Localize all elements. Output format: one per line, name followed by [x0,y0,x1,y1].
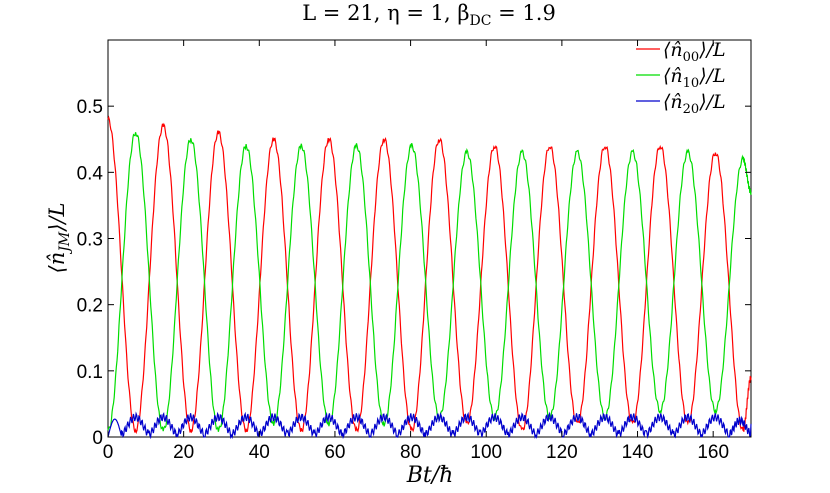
y-tick-label-4: 0.4 [77,163,104,184]
y-axis-title-main: ⟨n̂ [45,252,69,274]
legend-label-20: ⟨n̂20⟩/L [663,91,726,117]
chart-title-tail: = 1.9 [491,1,555,25]
legend-label-10: ⟨n̂10⟩/L [663,65,726,91]
x-tick-label-1: 20 [173,442,194,463]
x-axis-title-text: Bt/ħ [406,463,454,488]
x-tick-label-4: 80 [400,442,421,463]
x-tick-label-3: 60 [324,442,345,463]
legend-label-00: ⟨n̂00⟩/L [663,39,726,65]
chart-title: L = 21, η = 1, βDC = 1.9 [302,1,556,29]
series-line-20 [107,411,752,440]
y-tick-label-2: 0.2 [77,296,103,317]
y-tick-label-5: 0.5 [77,97,103,118]
chart-title-sub: DC [470,13,492,29]
y-axis-title: ⟨n̂JM⟩/L [45,203,73,274]
y-tick-label-1: 0.1 [77,362,103,383]
x-axis-title: Bt/ħ [406,463,454,488]
x-tick-label-8: 160 [697,442,729,463]
series-layer [107,115,752,440]
x-tick-label-5: 100 [470,442,502,463]
tick-layer: 0 20 40 60 80 100 120 140 160 0 0.1 0.2 0.3 0.4 0.5 [77,40,751,463]
y-axis-title-sub: JM [57,231,73,255]
x-tick-label-7: 140 [622,442,654,463]
y-tick-label-3: 0.3 [77,230,103,251]
y-axis-title-tail: ⟩/L [45,203,69,233]
chart-title-main: L = 21, η = 1, β [302,1,469,25]
y-tick-label-0: 0 [92,428,103,449]
series-line-00 [107,115,752,435]
x-tick-label-0: 0 [103,442,114,463]
x-tick-label-6: 120 [546,442,578,463]
x-tick-label-2: 40 [249,442,270,463]
legend: ⟨n̂00⟩/L⟨n̂10⟩/L⟨n̂20⟩/L [636,39,726,117]
